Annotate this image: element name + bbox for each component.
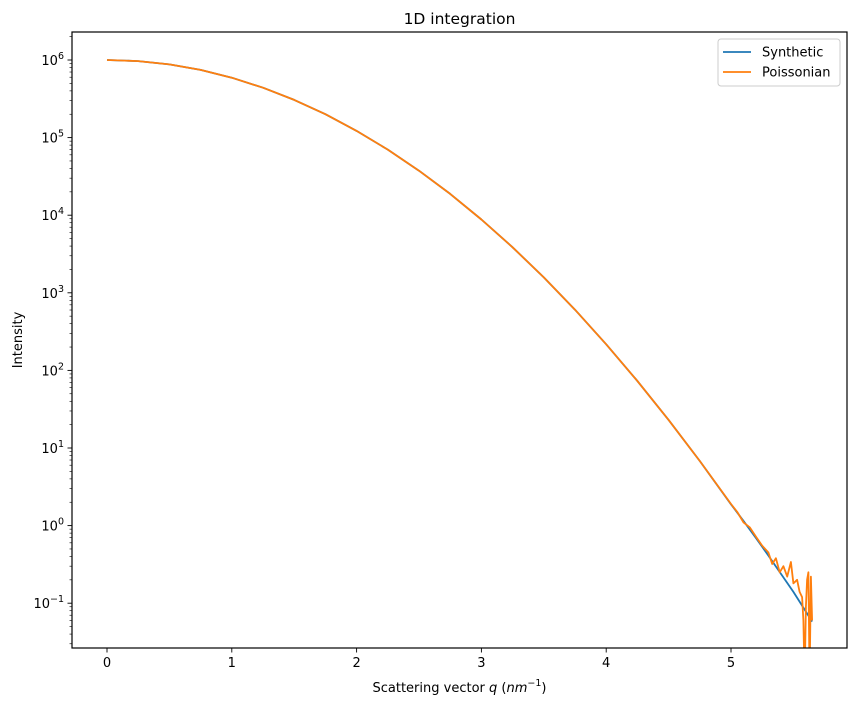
x-tick-label: 4 (602, 656, 610, 671)
series-line-poissonian (106, 59, 813, 648)
y-tick-label: 10−1 (33, 594, 64, 612)
y-axis-ticks: 10−1 100 101 102 103 104 105 106 (33, 36, 72, 645)
y-axis-label: Intensity (11, 311, 26, 368)
x-tick-label: 1 (228, 656, 236, 671)
legend: Synthetic Poissonian (717, 38, 841, 87)
x-tick-label: 3 (477, 656, 485, 671)
x-axis-ticks: 0 1 2 3 4 5 (103, 648, 735, 671)
y-tick-label: 105 (41, 129, 64, 147)
plot-frame (71, 31, 848, 649)
plot-lines (106, 59, 813, 648)
y-tick-label: 106 (41, 51, 64, 69)
y-tick-label: 101 (41, 439, 64, 457)
y-tick-label: 100 (41, 517, 64, 535)
x-tick-label: 2 (352, 656, 360, 671)
legend-label-poissonian: Poissonian (762, 66, 831, 81)
chart-title: 1D integration (404, 10, 516, 28)
x-tick-label: 5 (727, 656, 735, 671)
y-tick-label: 104 (41, 206, 64, 224)
legend-label-synthetic: Synthetic (762, 46, 823, 61)
legend-box (717, 38, 841, 87)
y-tick-label: 103 (41, 284, 64, 302)
y-tick-label: 102 (41, 361, 64, 379)
x-axis-label: Scattering vector q (nm−1) (373, 678, 547, 696)
x-tick-label: 0 (103, 656, 111, 671)
